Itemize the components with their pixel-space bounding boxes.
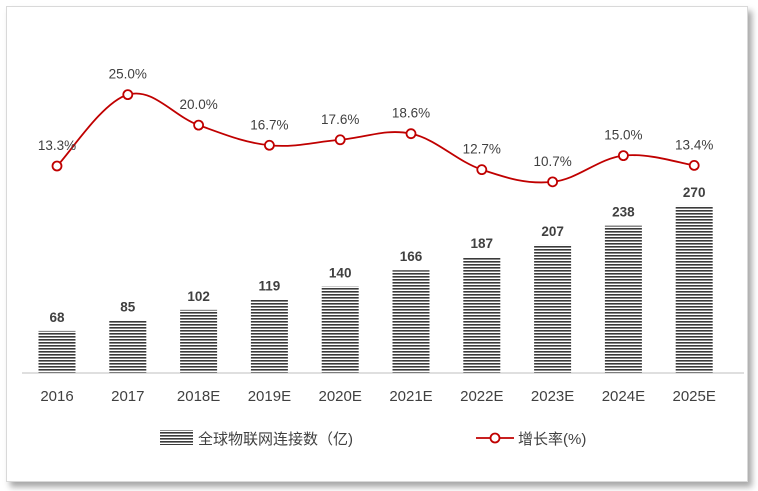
legend-line-marker <box>489 432 501 444</box>
rate-marker-2021E <box>405 128 417 140</box>
x-axis-ticks: 2016 2017 2018E 2019E 2020E 2021E 2022E 2023E 20… <box>40 388 716 405</box>
legend-item-line: 增长率(%) <box>476 431 586 448</box>
rate-marker-2022E <box>476 164 488 176</box>
rate-value-label: 17.6% <box>321 112 359 127</box>
rate-value-label: 18.6% <box>392 106 430 121</box>
x-tick-label: 2017 <box>111 388 144 405</box>
bar-2017 <box>109 320 147 373</box>
bar-value-label: 270 <box>683 185 706 200</box>
bar-value-label: 102 <box>187 289 210 304</box>
bar-value-label: 85 <box>120 299 136 314</box>
x-tick-label: 2019E <box>248 388 291 405</box>
bar-value-label: 166 <box>400 249 423 264</box>
bar-2025E <box>675 205 713 373</box>
rate-value-label: 20.0% <box>179 97 217 112</box>
line-series: 13.3% 25.0% 20.0% 16.7% 17.6% 18.6% 12.7% 10.7%… <box>38 67 713 188</box>
rate-marker-2023E <box>547 176 558 188</box>
bar-2021E <box>392 270 430 373</box>
bar-value-label: 119 <box>259 278 281 293</box>
bar-value-label: 187 <box>471 236 494 251</box>
rate-value-label: 15.0% <box>604 128 642 143</box>
bar-2019E <box>250 299 288 373</box>
x-tick-label: 2016 <box>40 388 73 405</box>
bar-value-label: 207 <box>541 224 564 239</box>
x-tick-label: 2024E <box>602 388 645 405</box>
x-tick-label: 2018E <box>177 388 220 405</box>
rate-marker-2017 <box>122 89 134 101</box>
rate-value-label: 13.3% <box>38 138 76 153</box>
bar-2022E <box>463 257 501 373</box>
x-tick-label: 2025E <box>673 388 716 405</box>
x-tick-label: 2022E <box>460 388 503 405</box>
bar-2024E <box>604 225 642 373</box>
rate-marker-2016 <box>51 160 63 172</box>
legend-line-label: 增长率(%) <box>518 431 586 448</box>
legend-item-bars: 全球物联网连接数（亿) <box>160 430 353 448</box>
bar-value-label: 140 <box>329 265 352 280</box>
bar-2018E <box>180 309 218 373</box>
rate-value-label: 25.0% <box>109 67 147 82</box>
bar-series: 68 85 102 119 140 166 187 207 238 270 <box>38 185 713 373</box>
rate-marker-2020E <box>334 134 346 146</box>
bar-2020E <box>321 286 359 373</box>
legend: 全球物联网连接数（亿) 增长率(%) <box>160 430 586 448</box>
bar-2016 <box>38 330 76 373</box>
x-tick-label: 2023E <box>531 388 574 405</box>
growth-rate-line <box>56 92 695 184</box>
x-tick-label: 2020E <box>319 388 362 405</box>
bar-2023E <box>534 244 572 373</box>
bar-value-label: 68 <box>49 310 65 325</box>
legend-bar-swatch <box>160 430 193 445</box>
rate-marker-2024E <box>618 150 629 162</box>
bar-value-label: 238 <box>612 205 635 220</box>
x-tick-label: 2021E <box>389 388 432 405</box>
rate-value-label: 13.4% <box>675 137 713 152</box>
rate-marker-2025E <box>688 159 700 171</box>
legend-bar-label: 全球物联网连接数（亿) <box>198 430 353 448</box>
rate-value-label: 12.7% <box>463 142 501 157</box>
rate-value-label: 16.7% <box>250 117 288 132</box>
rate-value-label: 10.7% <box>533 154 571 169</box>
rate-marker-2018E <box>193 119 205 131</box>
rate-marker-2019E <box>263 139 275 151</box>
